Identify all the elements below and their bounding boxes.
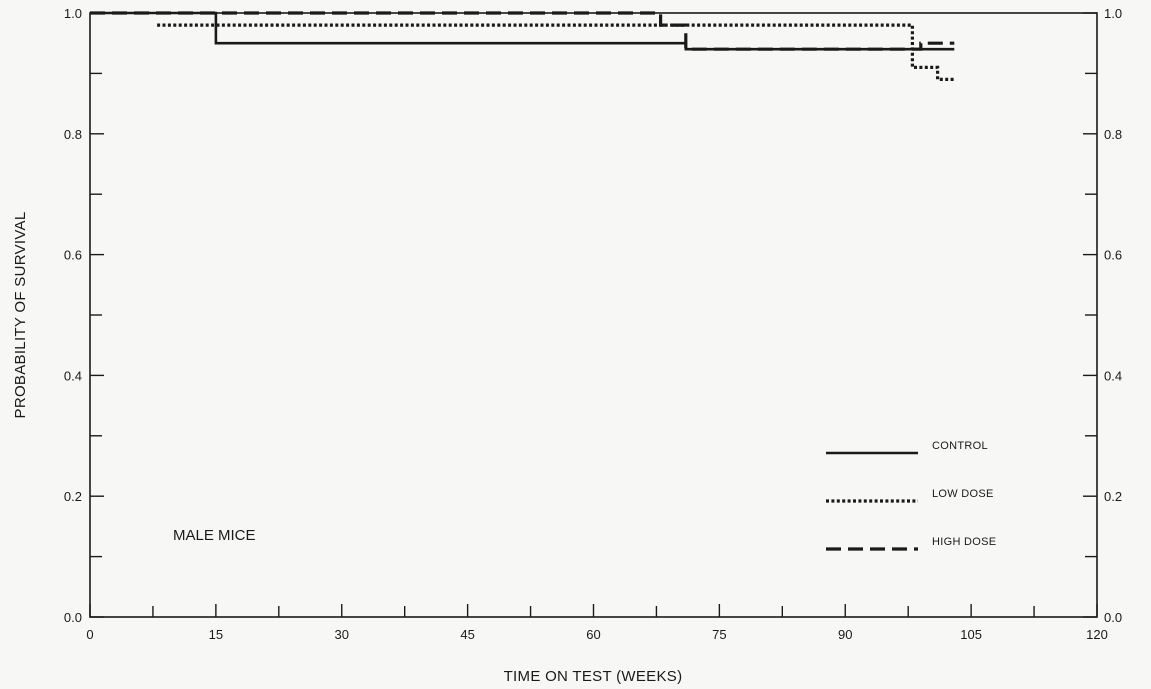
x-axis: 0 15 30 45 60 75 90 105 120 xyxy=(86,604,1108,642)
y-axis-right: 0.0 0.2 0.4 0.6 0.8 1.0 xyxy=(1083,6,1122,625)
y-right-tick-label: 0.4 xyxy=(1104,368,1122,383)
legend: CONTROL LOW DOSE HIGH DOSE xyxy=(826,440,996,551)
x-tick-label: 15 xyxy=(209,627,223,642)
y-left-tick-label: 0.8 xyxy=(64,127,82,142)
x-axis-title: TIME ON TEST (WEEKS) xyxy=(504,668,683,685)
y-right-tick-label: 1.0 xyxy=(1104,6,1122,21)
chart-annotation: MALE MICE xyxy=(173,527,256,544)
y-right-tick-label: 0.6 xyxy=(1104,248,1122,263)
series-high-dose-line xyxy=(90,11,955,51)
series-layer xyxy=(90,11,955,81)
series-control-line xyxy=(90,11,955,51)
x-tick-label: 60 xyxy=(586,627,600,642)
y-right-tick-label: 0.0 xyxy=(1104,610,1122,625)
y-axis-left: 0.0 0.2 0.4 0.6 0.8 1.0 xyxy=(64,6,104,625)
x-tick-label: 75 xyxy=(712,627,726,642)
series-low-dose-line xyxy=(157,23,955,81)
x-tick-label: 45 xyxy=(460,627,474,642)
legend-label-high-dose: HIGH DOSE xyxy=(932,536,996,548)
y-right-tick-label: 0.8 xyxy=(1104,127,1122,142)
x-tick-label: 105 xyxy=(960,627,982,642)
y-left-tick-label: 0.0 xyxy=(64,610,82,625)
y-right-tick-label: 0.2 xyxy=(1104,489,1122,504)
x-tick-label: 0 xyxy=(86,627,93,642)
y-left-tick-label: 1.0 xyxy=(64,6,82,21)
y-left-tick-label: 0.4 xyxy=(64,368,82,383)
y-left-tick-label: 0.6 xyxy=(64,248,82,263)
x-tick-label: 30 xyxy=(335,627,349,642)
x-tick-label: 120 xyxy=(1086,627,1108,642)
legend-label-control: CONTROL xyxy=(932,440,988,452)
x-tick-label: 90 xyxy=(838,627,852,642)
legend-label-low-dose: LOW DOSE xyxy=(932,488,994,500)
y-axis-title: PROBABILITY OF SURVIVAL xyxy=(12,212,29,419)
y-left-tick-label: 0.2 xyxy=(64,489,82,504)
